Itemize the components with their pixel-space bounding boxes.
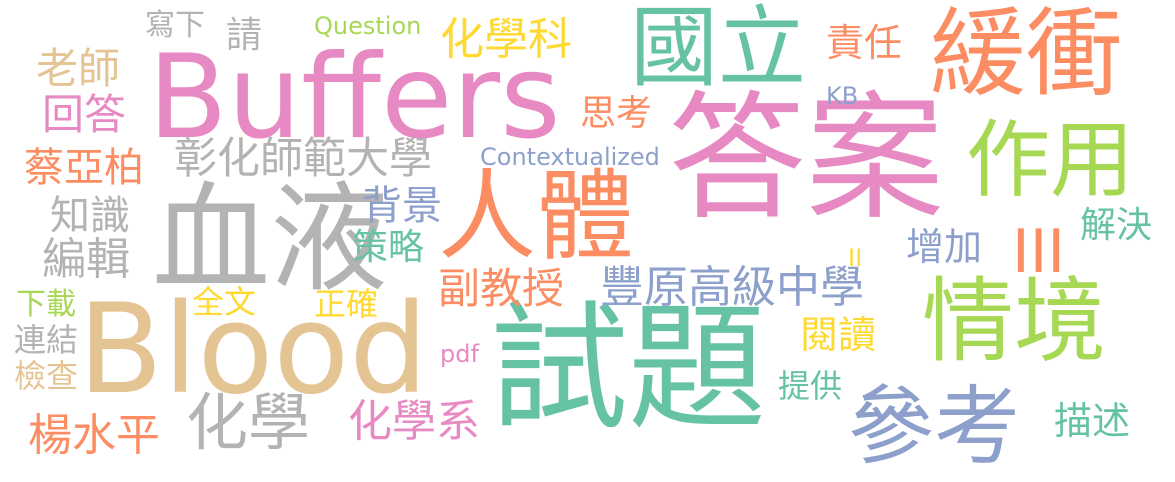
word-ncue: 彰化師範大學 xyxy=(174,134,432,184)
word-question: Question xyxy=(314,12,422,40)
word-chemistry: 化學 xyxy=(186,386,311,459)
word-iii: III xyxy=(1012,217,1066,287)
word-human-body: 人體 xyxy=(438,160,635,274)
word-ii: II xyxy=(848,244,863,272)
word-increase: 增加 xyxy=(906,225,983,269)
word-strategy: 策略 xyxy=(352,227,425,268)
word-editor: 編輯 xyxy=(42,234,130,285)
word-test-question: 試題 xyxy=(490,288,767,449)
word-national: 國立 xyxy=(630,0,807,99)
word-link: 連結 xyxy=(14,321,79,359)
word-please: 請 xyxy=(226,15,263,56)
word-provide: 提供 xyxy=(778,367,843,405)
word-pdf: pdf xyxy=(440,340,479,368)
word-teacher: 老師 xyxy=(36,44,121,93)
word-blood: Blood xyxy=(78,278,428,422)
word-reference: 參考 xyxy=(848,377,1020,477)
word-write-down: 寫下 xyxy=(145,8,205,43)
word-fengyuan-hs: 豐原高級中學 xyxy=(600,262,864,313)
word-tsai: 蔡亞柏 xyxy=(24,145,144,191)
word-chemistry-subject: 化學科 xyxy=(440,14,572,65)
word-blood-cn: 血液 xyxy=(152,170,389,308)
word-background: 背景 xyxy=(362,183,442,229)
word-buffer-cn: 緩衝 xyxy=(930,0,1122,110)
word-correct: 正確 xyxy=(314,285,379,323)
word-effect: 作用 xyxy=(966,111,1135,209)
word-read: 閱讀 xyxy=(800,313,877,357)
word-contextualized: Contextualized xyxy=(480,143,660,171)
word-responsibility: 責任 xyxy=(826,21,903,65)
word-kb: KB xyxy=(826,82,859,110)
word-buffers: Buffers xyxy=(148,30,561,165)
word-context: 情境 xyxy=(922,268,1107,375)
word-fulltext: 全文 xyxy=(192,283,257,321)
word-check: 檢查 xyxy=(14,357,79,395)
word-assoc-prof: 副教授 xyxy=(438,264,565,313)
word-think: 思考 xyxy=(580,93,653,134)
word-answer-reply: 回答 xyxy=(42,90,127,139)
word-chemistry-dept: 化學系 xyxy=(348,396,480,447)
word-download: 下載 xyxy=(16,287,76,322)
word-answer: 答案 xyxy=(668,78,945,239)
word-yang: 楊水平 xyxy=(28,410,160,461)
word-describe: 描述 xyxy=(1054,399,1131,443)
word-solve: 解決 xyxy=(1080,205,1153,246)
word-knowledge: 知識 xyxy=(50,193,130,239)
